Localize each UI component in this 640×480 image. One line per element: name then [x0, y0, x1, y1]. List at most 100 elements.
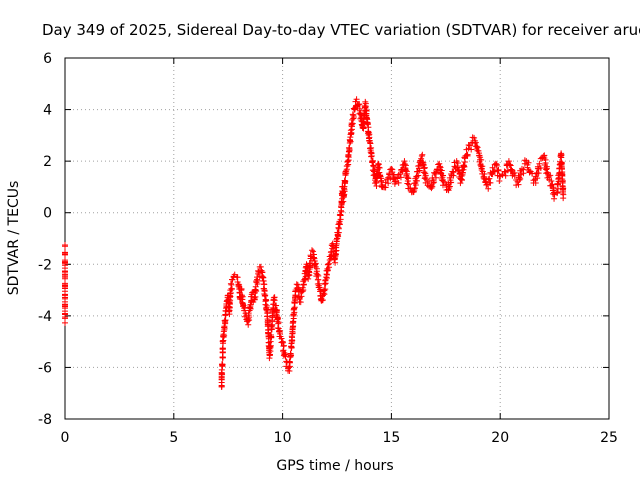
- data-point: [376, 164, 383, 171]
- data-point: [246, 317, 253, 324]
- data-point: [411, 185, 418, 192]
- data-point: [486, 175, 493, 182]
- data-point: [226, 311, 233, 318]
- data-point: [368, 152, 375, 159]
- data-point: [458, 177, 465, 184]
- data-point: [502, 172, 509, 179]
- data-point: [310, 248, 317, 255]
- data-point: [343, 166, 350, 173]
- data-point: [291, 304, 298, 311]
- data-point: [465, 145, 472, 152]
- data-point: [413, 177, 420, 184]
- data-point: [433, 174, 440, 181]
- data-point: [436, 160, 443, 167]
- data-point: [288, 352, 295, 359]
- data-point: [438, 167, 445, 174]
- data-point: [345, 157, 352, 164]
- data-point: [558, 159, 565, 166]
- plot-frame: [64, 57, 610, 420]
- data-point: [62, 249, 68, 256]
- data-point: [335, 233, 342, 240]
- data-point: [251, 296, 258, 303]
- data-point: [302, 277, 309, 284]
- data-points: [62, 96, 567, 390]
- x-tick-label: 15: [382, 430, 400, 446]
- y-tick-label: -2: [38, 257, 52, 273]
- data-point: [471, 134, 478, 141]
- data-point: [405, 175, 412, 182]
- data-point: [384, 176, 391, 183]
- data-point: [526, 169, 533, 176]
- data-point: [518, 165, 525, 172]
- y-tick-label: 0: [43, 206, 52, 222]
- data-point: [487, 179, 494, 186]
- data-point: [62, 295, 68, 302]
- data-point: [419, 151, 426, 158]
- data-point: [440, 172, 447, 179]
- data-point: [397, 174, 404, 181]
- data-point: [222, 317, 229, 324]
- data-point: [332, 251, 339, 258]
- data-point: [229, 276, 236, 283]
- data-point: [238, 285, 245, 292]
- data-point: [491, 168, 498, 175]
- data-point: [450, 172, 457, 179]
- data-point: [297, 294, 304, 301]
- data-point: [471, 140, 478, 147]
- data-point: [218, 383, 225, 390]
- data-point: [338, 208, 345, 215]
- data-point: [429, 183, 436, 190]
- data-point: [322, 286, 329, 293]
- data-point: [235, 283, 242, 290]
- data-point: [395, 179, 402, 186]
- data-point: [505, 158, 512, 165]
- data-point: [431, 179, 438, 186]
- data-point: [549, 181, 556, 188]
- y-tick-label: 2: [43, 154, 52, 170]
- data-point: [342, 178, 349, 185]
- data-point: [336, 221, 343, 228]
- data-point: [388, 165, 395, 172]
- data-point: [268, 334, 275, 341]
- data-point: [479, 163, 486, 170]
- data-point: [312, 261, 319, 268]
- data-point: [493, 162, 500, 169]
- data-point: [228, 281, 235, 288]
- data-point: [219, 371, 226, 378]
- data-point: [274, 307, 281, 314]
- data-point: [286, 363, 293, 370]
- data-point: [343, 170, 350, 177]
- data-point: [391, 174, 398, 181]
- data-point: [245, 321, 252, 328]
- data-point: [517, 175, 524, 182]
- data-point: [332, 259, 339, 266]
- x-tick-label: 25: [600, 430, 618, 446]
- data-point: [506, 161, 513, 168]
- data-point: [307, 264, 314, 271]
- data-point: [542, 159, 549, 166]
- data-point: [306, 272, 313, 279]
- data-point: [353, 96, 360, 103]
- data-point: [259, 269, 266, 276]
- data-point: [402, 162, 409, 169]
- data-point: [454, 163, 461, 170]
- data-point: [554, 189, 561, 196]
- data-point: [480, 174, 487, 181]
- data-point: [468, 146, 475, 153]
- data-point: [446, 183, 453, 190]
- data-point: [300, 281, 307, 288]
- data-point: [226, 304, 233, 311]
- x-tick-label: 20: [491, 430, 509, 446]
- data-point: [227, 280, 234, 287]
- data-point: [253, 288, 260, 295]
- data-point: [321, 291, 328, 298]
- x-axis-ticks: 0 5 10 15 20 25: [61, 58, 618, 446]
- data-point: [426, 178, 433, 185]
- data-point: [394, 175, 401, 182]
- data-point: [535, 170, 542, 177]
- data-point: [62, 241, 68, 248]
- data-point: [416, 167, 423, 174]
- data-point: [534, 175, 541, 182]
- data-point: [348, 126, 355, 133]
